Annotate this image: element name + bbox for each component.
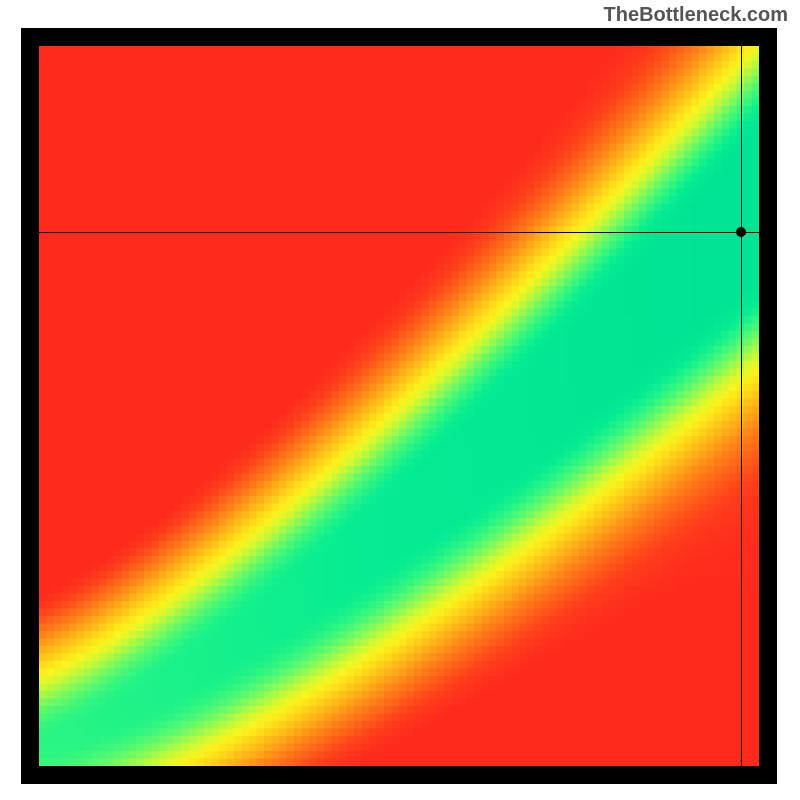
crosshair-horizontal <box>39 232 759 233</box>
watermark-text: TheBottleneck.com <box>604 4 788 27</box>
plot-frame <box>21 28 777 784</box>
crosshair-vertical <box>741 46 742 766</box>
plot-area <box>39 46 759 766</box>
root-container: TheBottleneck.com <box>0 0 800 800</box>
heatmap-canvas <box>39 46 759 766</box>
crosshair-marker <box>736 227 746 237</box>
